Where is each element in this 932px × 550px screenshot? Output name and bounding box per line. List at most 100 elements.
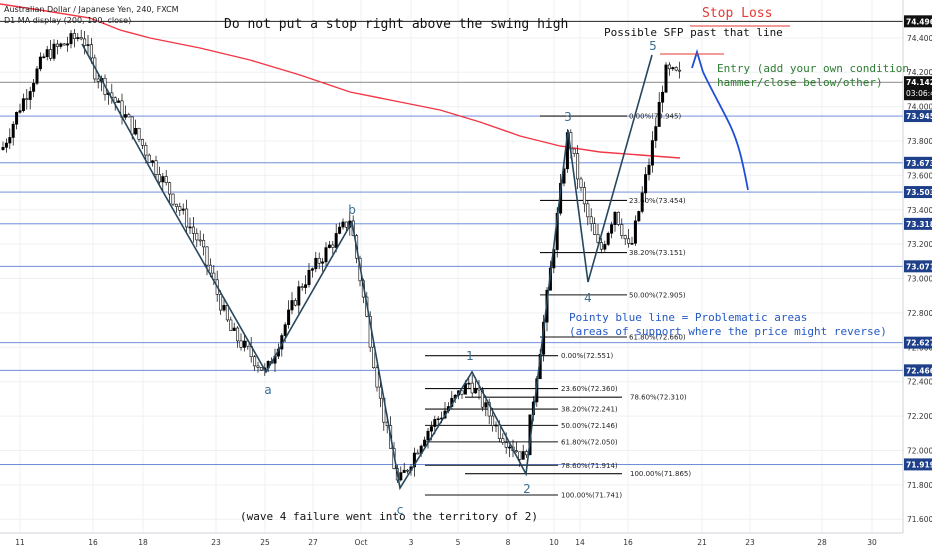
- countdown-label: 03:06:46: [906, 89, 932, 98]
- fib-label: 0.00%(72.551): [561, 352, 613, 360]
- candle-body: [501, 438, 505, 443]
- candle-body: [287, 309, 291, 325]
- candle-body: [423, 439, 427, 447]
- time-tick-label: 18: [138, 538, 148, 547]
- time-tick-label: 3: [409, 538, 414, 547]
- price-tag-label: 71.919: [906, 460, 932, 469]
- candle-body: [140, 139, 144, 146]
- horizontal-levels: [0, 20, 903, 465]
- candle-body: [640, 192, 644, 212]
- candle-body: [1, 147, 5, 150]
- candle-body: [113, 97, 117, 103]
- candle-body: [616, 211, 620, 225]
- wave-label: 2: [523, 482, 531, 496]
- legend-symbol: Australian Dollar / Japanese Yen, 240, F…: [4, 5, 179, 14]
- candle-body: [96, 78, 100, 82]
- fib-label: 61.80%(72.660): [629, 333, 686, 341]
- candle-body: [338, 226, 342, 234]
- time-tick-label: 11: [15, 538, 25, 547]
- candle-body: [25, 98, 29, 100]
- candle-body: [123, 114, 127, 118]
- candle-body: [4, 142, 8, 148]
- price-tick-label: 73.800: [907, 137, 932, 146]
- candle-body: [147, 154, 151, 163]
- price-tag-bg: [904, 110, 932, 123]
- candle-body: [647, 164, 651, 175]
- candle-body: [491, 415, 495, 426]
- candle-body: [518, 451, 522, 460]
- candle-body: [620, 224, 624, 236]
- price-tick-label: 71.600: [907, 515, 932, 524]
- time-tick-label: 21: [697, 538, 707, 547]
- candle-body: [460, 390, 464, 395]
- candle-body: [375, 367, 379, 388]
- candle-body: [290, 300, 294, 311]
- candle-body: [671, 67, 675, 70]
- candle-body: [596, 234, 600, 243]
- price-tick-label: 72.200: [907, 412, 932, 421]
- candle-body: [304, 284, 308, 288]
- annotation-pointy-1: Pointy blue line = Problematic areas: [569, 311, 808, 324]
- candle-body: [467, 382, 471, 385]
- price-axis[interactable]: 74.400 74.200 74.000 73.800 73.600 73.400 73.2…: [902, 0, 932, 550]
- fib-label: 23.60%(73.454): [629, 197, 686, 205]
- price-tick-label: 71.800: [907, 481, 932, 490]
- candle-body: [283, 324, 287, 336]
- candle-body: [487, 402, 491, 417]
- candle-body: [174, 203, 178, 207]
- candle-body: [8, 137, 12, 144]
- time-tick-label: 16: [88, 538, 98, 547]
- candle-body: [406, 469, 410, 472]
- candle-body: [83, 38, 87, 46]
- price-tag-bg: [904, 336, 932, 349]
- time-tick-label: 23: [745, 538, 755, 547]
- price-tag-label: 73.503: [906, 188, 932, 197]
- candle-body: [188, 226, 192, 229]
- candle-body: [18, 110, 22, 113]
- wave-label: 5: [649, 39, 657, 53]
- fib-label: 23.60%(72.360): [561, 385, 618, 393]
- candle-body: [236, 327, 240, 342]
- price-tick-label: 74.000: [907, 103, 932, 112]
- candle-body: [508, 446, 512, 449]
- time-axis[interactable]: 11 16 18 23 25 27 Oct 3 5 8 10 14 16 21 23 28 30: [0, 532, 932, 550]
- candle-body: [630, 242, 634, 245]
- candle-body: [195, 233, 199, 241]
- price-tag-label: 72.466: [906, 366, 932, 375]
- price-tick-label: 73.000: [907, 275, 932, 284]
- wave-label: 3: [564, 110, 572, 124]
- candle-body: [151, 160, 155, 163]
- candle-body: [637, 211, 641, 222]
- candle-body: [130, 116, 134, 135]
- candle-body: [627, 238, 631, 244]
- candle-body: [79, 37, 83, 40]
- candle-body: [327, 244, 331, 248]
- candle-body: [45, 49, 49, 58]
- candle-body: [572, 148, 576, 154]
- candle-body: [334, 233, 338, 248]
- candle-body: [222, 305, 226, 311]
- fibonacci-levels: 0.00%(73.945) 23.60%(73.454) 38.20%(73.151…: [425, 113, 691, 500]
- fib-label: 100.00%(71.865): [630, 470, 691, 478]
- candle-body: [161, 176, 165, 183]
- annotation-top: Do not put a stop right above the swing …: [224, 17, 569, 32]
- time-axis-bg: [0, 533, 932, 550]
- candle-body: [654, 126, 658, 141]
- candle-body: [72, 33, 76, 39]
- candles: [1, 28, 682, 484]
- fib-label: 38.20%(72.241): [561, 406, 618, 414]
- candle-body: [164, 176, 168, 183]
- price-tag-bg: [904, 186, 932, 199]
- candle-body: [86, 44, 90, 46]
- candle-body: [259, 367, 263, 371]
- candle-body: [321, 261, 325, 264]
- legend-indicator: D1 MA display (200, 100, close): [4, 16, 132, 25]
- candle-body: [157, 174, 161, 183]
- wave-label: b: [348, 203, 356, 217]
- candle-body: [52, 43, 56, 59]
- candle-body: [178, 206, 182, 211]
- candle-body: [429, 426, 433, 432]
- candle-body: [402, 469, 406, 473]
- pointy-blue-line: [691, 48, 749, 191]
